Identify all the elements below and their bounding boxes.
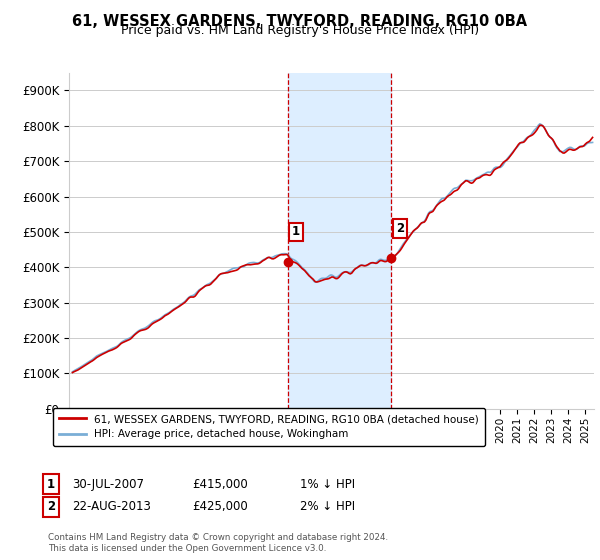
- Text: 22-AUG-2013: 22-AUG-2013: [72, 500, 151, 514]
- Bar: [287, 73, 391, 409]
- Text: 2% ↓ HPI: 2% ↓ HPI: [300, 500, 355, 514]
- Legend: 61, WESSEX GARDENS, TWYFORD, READING, RG10 0BA (detached house), HPI: Average pr: 61, WESSEX GARDENS, TWYFORD, READING, RG…: [53, 408, 485, 446]
- Text: 1% ↓ HPI: 1% ↓ HPI: [300, 478, 355, 491]
- Text: Price paid vs. HM Land Registry's House Price Index (HPI): Price paid vs. HM Land Registry's House …: [121, 24, 479, 37]
- Text: 1: 1: [292, 226, 300, 239]
- Text: 61, WESSEX GARDENS, TWYFORD, READING, RG10 0BA: 61, WESSEX GARDENS, TWYFORD, READING, RG…: [73, 14, 527, 29]
- Text: £425,000: £425,000: [192, 500, 248, 514]
- Text: 30-JUL-2007: 30-JUL-2007: [72, 478, 144, 491]
- Text: £415,000: £415,000: [192, 478, 248, 491]
- Text: Contains HM Land Registry data © Crown copyright and database right 2024.
This d: Contains HM Land Registry data © Crown c…: [48, 533, 388, 553]
- Text: 2: 2: [395, 222, 404, 235]
- Text: 1: 1: [47, 478, 55, 491]
- Text: 2: 2: [47, 500, 55, 514]
